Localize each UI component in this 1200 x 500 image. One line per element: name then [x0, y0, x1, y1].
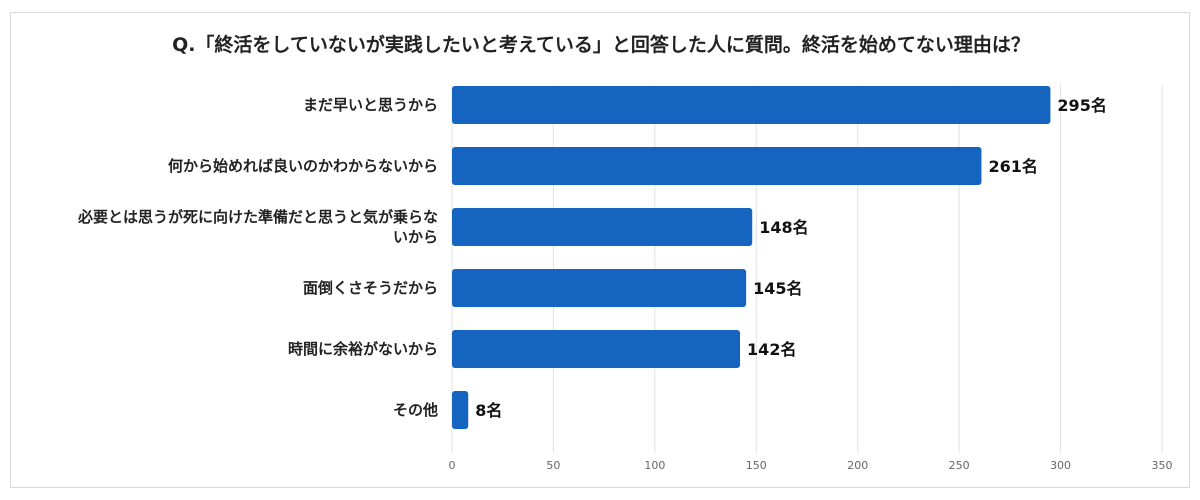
x-tick-label: 350: [1152, 459, 1173, 472]
data-label: 261名: [988, 157, 1037, 176]
data-label: 148名: [759, 218, 808, 237]
bar: [452, 147, 982, 185]
bar: [452, 330, 741, 368]
category-label: まだ早いと思うから: [303, 96, 438, 114]
bar: [452, 269, 747, 307]
chart-frame: Q.「終活をしていないが実践したいと考えている」と回答した人に質問。終活を始めて…: [10, 12, 1190, 488]
category-label: 面倒くさそうだから: [303, 279, 438, 297]
data-label: 145名: [753, 279, 802, 298]
x-tick-label: 50: [546, 459, 560, 472]
x-tick-label: 200: [847, 459, 868, 472]
category-label: その他: [393, 401, 438, 419]
bar: [452, 86, 1051, 124]
chart-title: Q.「終活をしていないが実践したいと考えている」と回答した人に質問。終活を始めて…: [172, 33, 1030, 56]
bar-chart: Q.「終活をしていないが実践したいと考えている」と回答した人に質問。終活を始めて…: [77, 33, 1173, 472]
x-tick-label: 150: [746, 459, 767, 472]
category-label: いから: [393, 228, 438, 246]
category-label: 時間に余裕がないから: [288, 340, 438, 358]
data-label: 142名: [747, 340, 796, 359]
x-tick-label: 250: [949, 459, 970, 472]
bar: [452, 391, 469, 429]
bars: [452, 86, 1051, 429]
x-tick-label: 0: [449, 459, 456, 472]
labels: 0 50 100 150 200 250 300 350 295名 まだ早いと思うから 261名 何か…: [77, 96, 1173, 472]
category-label: 何から始めれば良いのかわからないから: [168, 157, 438, 175]
data-label: 295名: [1057, 96, 1106, 115]
x-tick-label: 300: [1050, 459, 1071, 472]
category-label: 必要とは思うが死に向けた準備だと思うと気が乗らな: [77, 208, 438, 226]
data-label: 8名: [475, 401, 502, 420]
x-tick-label: 100: [644, 459, 665, 472]
bar: [452, 208, 753, 246]
